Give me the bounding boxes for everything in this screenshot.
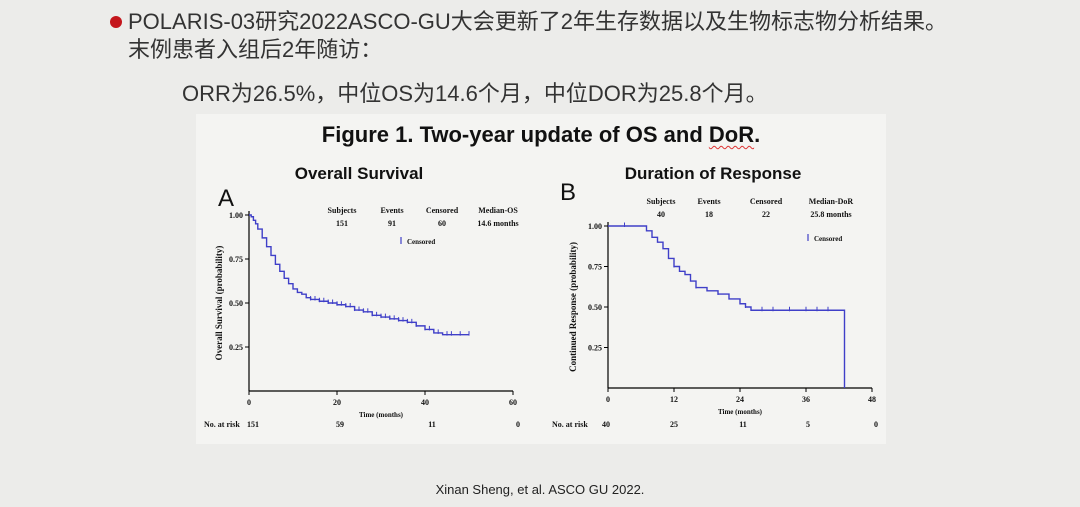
panel-a-x-tick-label-40: 40 xyxy=(421,398,429,407)
panel-b-stats-header-2: Censored xyxy=(750,197,783,206)
panel-b-y-tick-label-1: 0.50 xyxy=(588,303,602,312)
panel-b-stats-value-0: 40 xyxy=(657,210,665,219)
panel-a-stats-header-2: Censored xyxy=(426,206,459,215)
panel-b-y-tick-label-2: 0.75 xyxy=(588,263,602,272)
panel-b-risk-value-4: 0 xyxy=(874,420,878,429)
panel-b-stats-value-2: 22 xyxy=(762,210,770,219)
panel-a-risk-value-3: 0 xyxy=(516,420,520,429)
panel-a-y-tick-label-3: 1.00 xyxy=(229,211,243,220)
panel-a-y-tick-label-2: 0.75 xyxy=(229,255,243,264)
panel-a-x-tick-label-0: 0 xyxy=(247,398,251,407)
figure-panel: Figure 1. Two-year update of OS and DoR.… xyxy=(196,114,886,444)
panel-a-stats-value-2: 60 xyxy=(438,219,446,228)
panel-b-km-curve xyxy=(608,225,846,388)
panel-a-km-curve xyxy=(249,214,469,336)
figure-title-dor: DoR xyxy=(708,122,755,147)
panel-a-letter: A xyxy=(218,185,234,212)
figure-title-end: . xyxy=(754,122,761,147)
panel-a-y-tick-label-0: 0.25 xyxy=(229,343,243,352)
panel-b-stats-header-3: Median-DoR xyxy=(809,197,854,206)
panel-b-risk-value-2: 11 xyxy=(739,420,747,429)
panel-b-stats-value-3: 25.8 months xyxy=(810,210,851,219)
panel-b-xlabel: Time (months) xyxy=(718,408,763,416)
panel-a-stats-value-0: 151 xyxy=(336,219,348,228)
panel-a-stats-header-3: Median-OS xyxy=(478,206,518,215)
bullet-icon xyxy=(110,16,122,28)
header-line2: 末例患者入组后2年随访： xyxy=(128,37,383,62)
panel-a-x-tick-label-60: 60 xyxy=(509,398,517,407)
panel-a-risk-value-1: 59 xyxy=(336,420,344,429)
panel-a-stats-header-1: Events xyxy=(380,206,403,215)
panel-b-stats-header-1: Events xyxy=(697,197,720,206)
panel-b-x-tick-label-0: 0 xyxy=(606,395,610,404)
panel-a-risk-value-2: 11 xyxy=(428,420,436,429)
panel-b-risk-value-1: 25 xyxy=(670,420,678,429)
header-line1-text: POLARIS-03研究2022ASCO-GU大会更新了2年生存数据以及生物标志… xyxy=(128,9,948,34)
panel-a-y-tick-label-1: 0.50 xyxy=(229,299,243,308)
header-line3: ORR为26.5%，中位OS为14.6个月，中位DOR为25.8个月。 xyxy=(182,81,768,106)
panel-a-legend-label: Censored xyxy=(407,238,435,246)
panel-b-risk-value-3: 5 xyxy=(806,420,810,429)
panel-a-stats-header-0: Subjects xyxy=(328,206,357,215)
panel-a-xlabel: Time (months) xyxy=(359,411,404,419)
panel-b-ylabel: Continued Response (probability) xyxy=(568,242,578,372)
panel-b-x-tick-label-24: 24 xyxy=(736,395,744,404)
panel-b-x-tick-label-48: 48 xyxy=(868,395,876,404)
panel-a-title: Overall Survival xyxy=(295,164,424,183)
header-line1: POLARIS-03研究2022ASCO-GU大会更新了2年生存数据以及生物标志… xyxy=(110,8,1070,36)
panel-b-stats-header-0: Subjects xyxy=(647,197,676,206)
km-charts: A Overall Survival 0 20 40 60 0.25 0.50 0.75 1.00… xyxy=(204,164,878,429)
panel-b-legend-label: Censored xyxy=(814,235,842,243)
panel-b-risk-label: No. at risk xyxy=(552,420,588,429)
citation: Xinan Sheng, et al. ASCO GU 2022. xyxy=(435,482,645,497)
panel-b-title: Duration of Response xyxy=(625,164,802,183)
figure-title-main: Figure 1. Two-year update of OS and xyxy=(321,122,709,147)
panel-a-stats-value-3: 14.6 months xyxy=(477,219,518,228)
figure-title: Figure 1. Two-year update of OS and DoR. xyxy=(196,122,886,148)
panel-a-ylabel: Overall Survival (probability) xyxy=(214,246,224,361)
panel-a-stats-value-1: 91 xyxy=(388,219,396,228)
panel-a-risk-value-0: 151 xyxy=(247,420,259,429)
panel-b-letter: B xyxy=(560,179,576,206)
panel-a-risk-label: No. at risk xyxy=(204,420,240,429)
panel-b-x-tick-label-36: 36 xyxy=(802,395,810,404)
panel-b-y-tick-label-3: 1.00 xyxy=(588,222,602,231)
panel-b-x-tick-label-12: 12 xyxy=(670,395,678,404)
panel-b-risk-value-0: 40 xyxy=(602,420,610,429)
panel-a-x-tick-label-20: 20 xyxy=(333,398,341,407)
panel-b-stats-value-1: 18 xyxy=(705,210,713,219)
panel-b-y-tick-label-0: 0.25 xyxy=(588,344,602,353)
